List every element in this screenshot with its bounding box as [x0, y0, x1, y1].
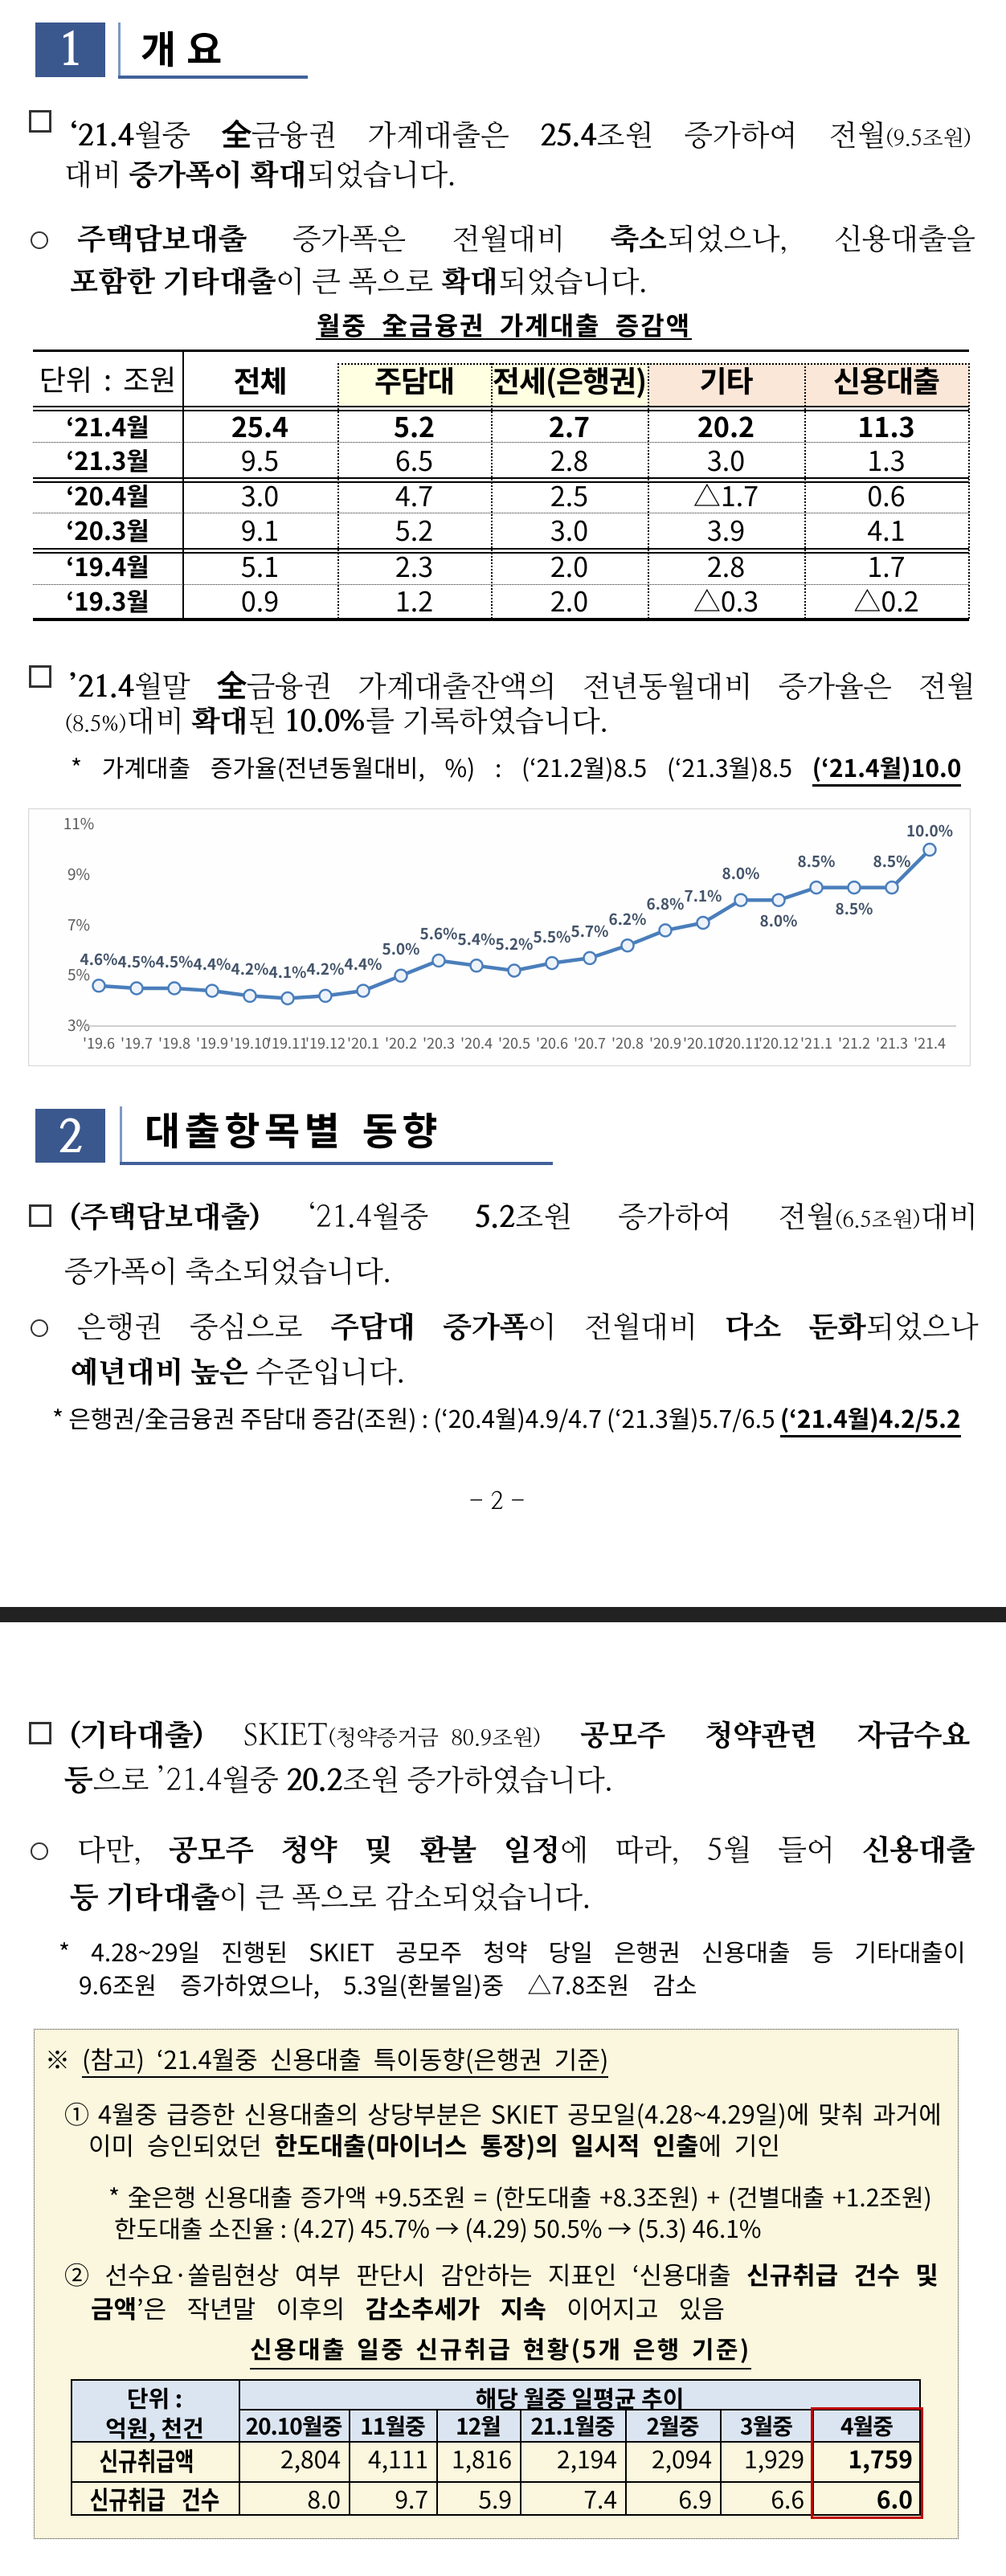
svg-text:'19.10: '19.10: [230, 1032, 270, 1053]
svg-text:3%: 3%: [67, 1014, 90, 1036]
svg-text:7%: 7%: [67, 914, 90, 935]
svg-text:6.2%: 6.2%: [609, 908, 647, 930]
svg-text:'19.9: '19.9: [196, 1032, 228, 1053]
svg-text:4.2%: 4.2%: [231, 958, 269, 979]
svg-text:4.6%: 4.6%: [80, 948, 118, 970]
svg-text:8.5%: 8.5%: [836, 898, 873, 919]
svg-text:'20.10: '20.10: [683, 1032, 723, 1053]
svg-text:9%: 9%: [67, 863, 90, 885]
svg-text:4.4%: 4.4%: [345, 953, 382, 975]
svg-text:5.6%: 5.6%: [420, 922, 458, 944]
svg-text:'20.2: '20.2: [385, 1032, 417, 1053]
svg-text:5%: 5%: [67, 963, 90, 985]
svg-text:'20.4: '20.4: [460, 1032, 493, 1053]
svg-text:'20.9: '20.9: [649, 1032, 681, 1053]
svg-text:4.2%: 4.2%: [307, 958, 345, 979]
svg-text:'19.12: '19.12: [305, 1032, 346, 1053]
svg-text:'20.1: '20.1: [347, 1032, 379, 1053]
svg-text:5.0%: 5.0%: [382, 938, 420, 959]
svg-text:5.2%: 5.2%: [496, 933, 534, 955]
svg-text:5.4%: 5.4%: [458, 928, 496, 950]
svg-text:7.1%: 7.1%: [685, 885, 722, 906]
svg-text:6.8%: 6.8%: [647, 893, 685, 914]
svg-text:'21.2: '21.2: [838, 1032, 870, 1053]
svg-text:4.1%: 4.1%: [269, 961, 307, 983]
svg-text:5.5%: 5.5%: [534, 926, 571, 947]
svg-text:'19.6: '19.6: [83, 1032, 115, 1053]
svg-text:'19.11: '19.11: [268, 1032, 308, 1053]
svg-text:'20.12: '20.12: [759, 1032, 799, 1053]
svg-text:8.5%: 8.5%: [798, 850, 836, 872]
svg-text:'20.7: '20.7: [574, 1032, 606, 1053]
svg-text:11%: 11%: [63, 812, 95, 834]
svg-text:4.4%: 4.4%: [194, 953, 231, 975]
svg-text:'21.4: '21.4: [914, 1032, 946, 1053]
svg-text:'20.3: '20.3: [423, 1032, 455, 1053]
svg-text:'20.6: '20.6: [536, 1032, 568, 1053]
svg-text:8.0%: 8.0%: [722, 862, 760, 884]
svg-text:'21.3: '21.3: [876, 1032, 908, 1053]
svg-text:4.5%: 4.5%: [118, 951, 156, 972]
svg-text:'20.8: '20.8: [611, 1032, 644, 1053]
svg-text:10.0%: 10.0%: [906, 820, 953, 841]
svg-text:4.5%: 4.5%: [156, 951, 194, 972]
svg-text:'19.8: '19.8: [158, 1032, 190, 1053]
svg-text:'20.5: '20.5: [498, 1032, 530, 1053]
svg-text:'21.1: '21.1: [800, 1032, 832, 1053]
svg-text:'20.11: '20.11: [721, 1032, 761, 1053]
svg-text:5.7%: 5.7%: [571, 920, 609, 942]
svg-text:'19.7: '19.7: [121, 1032, 153, 1053]
svg-text:8.5%: 8.5%: [873, 850, 911, 872]
svg-text:8.0%: 8.0%: [760, 910, 798, 931]
